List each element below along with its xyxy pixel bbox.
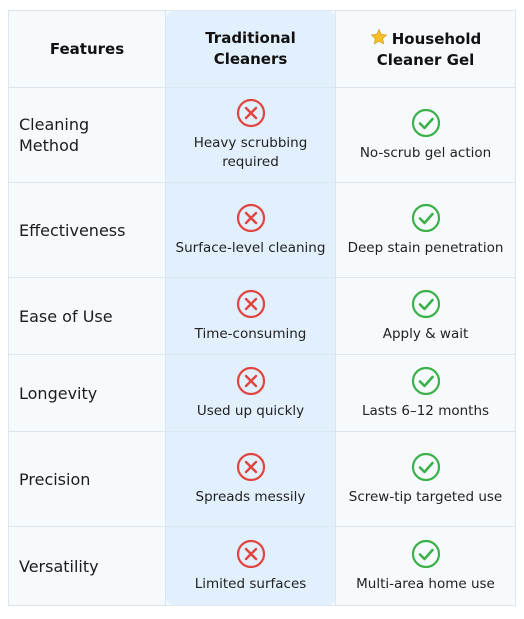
- check-icon: [411, 452, 440, 481]
- feature-cell: Longevity: [9, 355, 166, 431]
- value-cell: Multi-area home use: [336, 527, 515, 606]
- feature-label: Ease of Use: [19, 306, 113, 326]
- header-text: Household Cleaner Gel: [376, 29, 482, 69]
- cell-text: Deep stain penetration: [347, 239, 504, 256]
- cell-text: Time-consuming: [194, 325, 307, 342]
- cell-text: Limited surfaces: [194, 576, 307, 592]
- feature-cell: Precision: [9, 432, 166, 526]
- value-cell: Screw-tip targeted use: [336, 432, 515, 526]
- value-cell: Limited surfaces: [166, 527, 336, 606]
- cell-text: Lasts 6–12 months: [361, 402, 490, 419]
- column-highlight: [166, 11, 336, 605]
- header-text-wrap: Features: [50, 39, 124, 60]
- value-cell: No-scrub gel action: [336, 88, 515, 182]
- cross-icon: [236, 539, 265, 569]
- value-cell: Deep stain penetration: [336, 183, 515, 277]
- feature-label: Precision: [19, 469, 91, 489]
- header-cell: Household Cleaner Gel: [336, 11, 515, 87]
- cell-text: Multi-area home use: [356, 576, 495, 592]
- feature-label: Longevity: [19, 383, 98, 403]
- check-icon: [411, 108, 440, 137]
- value-cell: Used up quickly: [166, 355, 336, 431]
- cross-icon: [236, 366, 265, 395]
- check-icon: [411, 289, 440, 318]
- star-icon: [370, 28, 388, 45]
- value-cell: Lasts 6–12 months: [336, 355, 515, 431]
- header-cell: Features: [9, 11, 166, 87]
- check-icon: [411, 366, 440, 395]
- cell-text: No-scrub gel action: [359, 144, 492, 161]
- cell-text: Apply & wait: [382, 325, 469, 342]
- value-cell: Apply & wait: [336, 278, 515, 354]
- table-row: Cleaning Method Heavy scrubbing required N…: [9, 88, 515, 183]
- comparison-table: Features Traditional Cleaners Household Cl…: [8, 10, 516, 606]
- header-text-wrap: Traditional Cleaners: [186, 28, 316, 70]
- table-row: Effectiveness Surface-level cleaning Deep …: [9, 183, 515, 278]
- feature-cell: Cleaning Method: [9, 88, 166, 182]
- header-cell: Traditional Cleaners: [166, 11, 336, 87]
- table-row: Longevity Used up quickly Lasts 6–12 month…: [9, 355, 515, 432]
- value-cell: Spreads messily: [166, 432, 336, 526]
- table-row: Ease of Use Time-consuming Apply & wait: [9, 278, 515, 355]
- feature-cell: Effectiveness: [9, 183, 166, 277]
- table-row: Precision Spreads messily Screw-tip target…: [9, 432, 515, 527]
- cell-text: Spreads messily: [195, 488, 306, 505]
- cross-icon: [236, 98, 265, 128]
- feature-cell: Ease of Use: [9, 278, 166, 354]
- header-text-wrap: Household Cleaner Gel: [361, 28, 491, 71]
- cross-icon: [236, 289, 265, 318]
- check-icon: [411, 539, 440, 569]
- cell-text: Surface-level cleaning: [175, 239, 326, 256]
- cell-text: Heavy scrubbing required: [193, 135, 308, 170]
- feature-label: Cleaning Method: [19, 115, 90, 155]
- header-row: Features Traditional Cleaners Household Cl…: [9, 11, 515, 88]
- cross-icon: [236, 203, 265, 232]
- cell-text: Screw-tip targeted use: [348, 488, 503, 505]
- cell-text: Used up quickly: [196, 402, 305, 419]
- value-cell: Time-consuming: [166, 278, 336, 354]
- header-text: Traditional Cleaners: [205, 29, 296, 68]
- value-cell: Heavy scrubbing required: [166, 88, 336, 182]
- feature-cell: Versatility: [9, 527, 166, 606]
- table-row: Versatility Limited surfaces Multi-area ho…: [9, 527, 515, 606]
- header-text: Features: [49, 39, 125, 58]
- value-cell: Surface-level cleaning: [166, 183, 336, 277]
- feature-label: Effectiveness: [19, 220, 126, 240]
- check-icon: [411, 203, 440, 232]
- cross-icon: [236, 452, 265, 481]
- feature-label: Versatility: [19, 557, 99, 576]
